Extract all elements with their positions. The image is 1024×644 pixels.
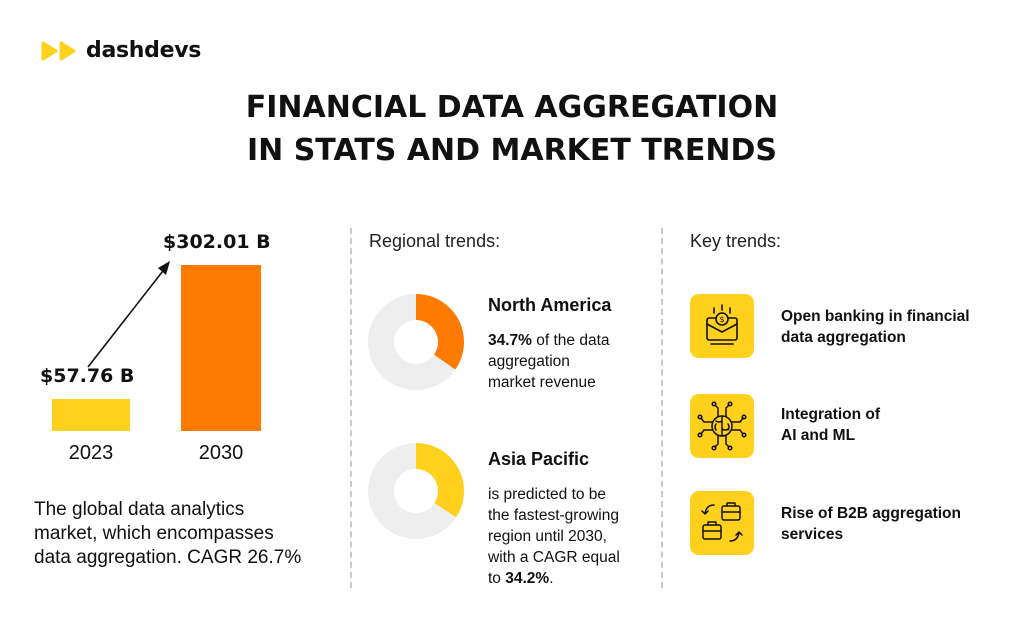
bar-2023 (52, 399, 130, 431)
regional-trends-title: Regional trends: (369, 231, 501, 251)
market-note-line3: data aggregation. CAGR 26.7% (34, 547, 302, 568)
bank-card-icon: $ (690, 294, 754, 358)
bar-category-label-2030: 2030 (198, 442, 244, 464)
market-note-line2: market, which encompasses (34, 523, 274, 544)
asia-pacific-line5-post: . (549, 570, 554, 587)
asia-pacific-line3: region until 2030, (488, 528, 607, 545)
north-america-share: 34.7% (488, 332, 532, 349)
column-divider-left (350, 228, 352, 588)
column-divider-right (661, 228, 663, 588)
key-trends-title: Key trends: (690, 231, 782, 251)
donut-share-slice (416, 443, 464, 518)
page-title-line1: FINANCIAL DATA AGGREGATION (245, 90, 779, 125)
key-trend-1-line1: Open banking in financial (781, 308, 970, 325)
asia-pacific-line1: is predicted to be (488, 486, 607, 503)
north-america-text: 34.7% of the data aggregation market rev… (488, 330, 648, 393)
asia-pacific-donut-chart (368, 443, 464, 539)
key-trend-3-line2: services (781, 526, 844, 543)
north-america-line3: market revenue (488, 374, 596, 391)
key-trend-3: Rise of B2B aggregation services (781, 503, 1001, 545)
key-trend-2-line1: Integration of (781, 406, 881, 423)
asia-pacific-text: is predicted to be the fastest-growing r… (488, 484, 648, 589)
asia-pacific-cagr: 34.2% (505, 570, 550, 587)
bar-value-label-2023: $57.76 B (40, 365, 135, 387)
bar-value-label-2030: $302.01 B (163, 231, 271, 253)
donut-share-slice (416, 294, 465, 370)
key-trend-1: Open banking in financial data aggregati… (781, 306, 1001, 348)
b2b-exchange-icon (690, 491, 754, 555)
north-america-line1: of the data (531, 332, 610, 349)
page-title-line2: IN STATS AND MARKET TRENDS (246, 133, 778, 168)
brand-logo: dashdevs (40, 38, 201, 63)
market-note: The global data analytics market, which … (34, 498, 334, 570)
bar-2030 (181, 265, 261, 431)
market-note-line1: The global data analytics (34, 499, 245, 520)
logo-play-icon (41, 41, 76, 60)
svg-text:$: $ (719, 315, 724, 324)
asia-pacific-line4: with a CAGR equal (488, 549, 620, 566)
key-trend-2-line2: AI and ML (781, 427, 856, 444)
bar-category-label-2023: 2023 (68, 442, 114, 464)
ai-brain-icon (690, 394, 754, 458)
north-america-donut-chart (368, 294, 465, 390)
asia-pacific-line5-pre: to (488, 570, 506, 587)
key-trend-3-line1: Rise of B2B aggregation (781, 505, 961, 522)
key-trend-1-line2: data aggregation (781, 329, 906, 346)
asia-pacific-name: Asia Pacific (488, 449, 590, 469)
north-america-line2: aggregation (488, 353, 570, 370)
north-america-name: North America (488, 295, 612, 315)
asia-pacific-line2: the fastest-growing (488, 507, 619, 524)
brand-name: dashdevs (86, 38, 202, 63)
growth-arrow-icon (87, 261, 170, 368)
key-trend-2: Integration of AI and ML (781, 404, 1001, 446)
